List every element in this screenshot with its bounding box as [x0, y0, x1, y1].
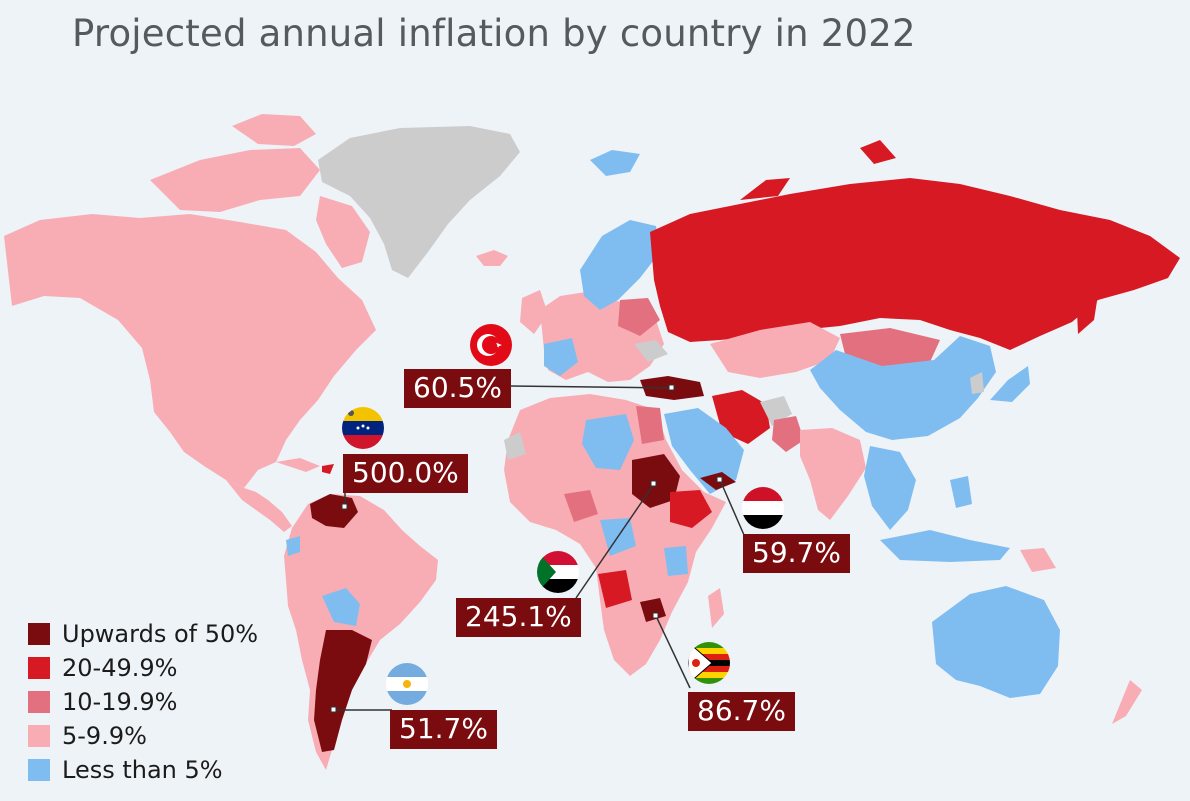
leader-line-yemen	[719, 479, 745, 536]
dot-argentina	[330, 706, 337, 713]
legend-label: Less than 5%	[62, 756, 223, 784]
region-kazakhstan	[710, 322, 840, 378]
callout-leader-lines	[334, 385, 745, 711]
region-scandinavia	[580, 220, 660, 310]
region-svalbard	[590, 150, 640, 176]
leader-line-turkey	[509, 385, 673, 389]
region-china	[810, 336, 996, 440]
legend-swatch	[28, 691, 50, 713]
region-egypt	[636, 406, 664, 444]
legend-item-20-49: 20-49.9%	[28, 651, 258, 685]
region-zimbabwe	[640, 598, 666, 622]
venezuela-flag-icon	[342, 407, 384, 449]
leader-line-zimbabwe	[655, 615, 691, 689]
dot-turkey	[668, 384, 675, 391]
region-png	[1020, 548, 1056, 572]
dot-yemen	[716, 476, 723, 483]
region-haiti	[322, 464, 334, 474]
legend-label: 5-9.9%	[62, 722, 147, 750]
region-argentina	[314, 630, 372, 752]
region-madagascar	[708, 588, 724, 628]
legend-swatch	[28, 759, 50, 781]
callout-value-yemen: 59.7%	[743, 534, 850, 573]
region-angola	[598, 570, 632, 608]
argentina-flag-icon	[386, 663, 428, 705]
legend-swatch	[28, 623, 50, 645]
region-new-zealand	[1112, 680, 1142, 724]
callout-dots	[330, 384, 723, 713]
region-tanzania-blue	[664, 546, 688, 576]
region-indonesia	[880, 530, 1010, 562]
region-central-america	[226, 480, 292, 532]
leader-line-sudan	[575, 483, 655, 599]
callout-value-argentina: 51.7%	[390, 710, 497, 749]
region-bolivia	[322, 588, 360, 626]
region-arabia	[664, 408, 744, 494]
region-india	[800, 428, 866, 520]
region-southeast-asia	[864, 446, 916, 530]
callout-value-turkey: 60.5%	[404, 369, 511, 408]
region-balkans-gray	[634, 340, 668, 362]
dot-zimbabwe	[652, 612, 659, 619]
region-philippines	[950, 476, 972, 508]
region-uk	[520, 290, 548, 334]
region-australia	[932, 586, 1060, 698]
dot-sudan	[650, 480, 657, 487]
dot-venezuela	[341, 503, 348, 510]
yemen-flag-icon	[742, 487, 784, 529]
region-north-america	[4, 214, 376, 488]
legend-item-10-19: 10-19.9%	[28, 685, 258, 719]
region-korea-gray	[970, 372, 984, 394]
region-russia-island-2	[860, 140, 896, 164]
region-japan	[990, 366, 1030, 402]
region-canada-islands	[150, 148, 320, 212]
region-sahara-blue	[582, 414, 634, 470]
region-iberia	[544, 338, 578, 376]
legend-label: 20-49.9%	[62, 654, 178, 682]
legend-item-upwards-50: Upwards of 50%	[28, 617, 258, 651]
region-russia	[650, 178, 1180, 350]
region-venezuela	[310, 494, 358, 528]
region-cuba	[276, 458, 320, 472]
legend-item-less-5: Less than 5%	[28, 753, 258, 787]
region-ecuador	[286, 536, 300, 556]
region-iceland	[476, 250, 508, 266]
region-nigeria	[564, 490, 598, 522]
region-baffin	[316, 196, 370, 268]
callout-value-sudan: 245.1%	[456, 598, 581, 637]
callout-value-zimbabwe: 86.7%	[688, 692, 795, 731]
region-mongolia	[840, 328, 940, 368]
zimbabwe-flag-icon	[688, 642, 730, 684]
legend-swatch	[28, 725, 50, 747]
region-greenland	[318, 126, 520, 278]
region-eastern-europe	[618, 298, 660, 336]
region-russia-island	[740, 178, 790, 200]
region-ethiopia	[670, 490, 712, 528]
map-title: Projected annual inflation by country in…	[72, 12, 916, 55]
legend-label: 10-19.9%	[62, 688, 178, 716]
region-pakistan	[772, 416, 804, 452]
region-canada-island-2	[232, 114, 316, 146]
callout-value-venezuela: 500.0%	[343, 454, 468, 493]
sudan-flag-icon	[537, 551, 579, 593]
region-west-sahara	[504, 432, 526, 460]
region-kamchatka	[1076, 282, 1100, 334]
legend-item-5-9: 5-9.9%	[28, 719, 258, 753]
legend-label: Upwards of 50%	[62, 620, 259, 648]
legend-swatch	[28, 657, 50, 679]
legend: Upwards of 50% 20-49.9% 10-19.9% 5-9.9% …	[28, 617, 258, 787]
turkey-flag-icon	[470, 324, 512, 366]
